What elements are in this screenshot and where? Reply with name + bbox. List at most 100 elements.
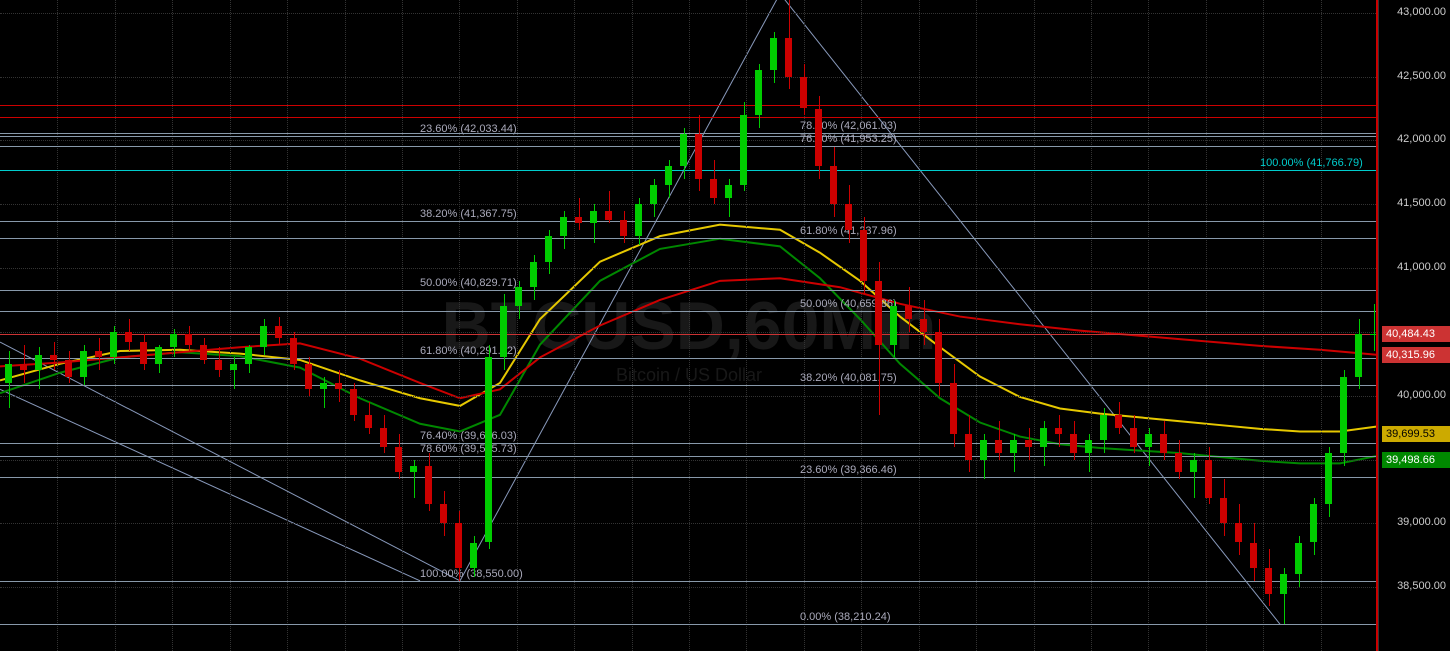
candle-body <box>290 338 297 364</box>
fib-label: 100.00% (38,550.00) <box>420 568 523 580</box>
candle-wick <box>1374 304 1375 351</box>
candle-body <box>695 134 702 179</box>
candle-wick <box>234 357 235 389</box>
candle-body <box>80 351 87 377</box>
fib-label-cyan: 100.00% (41,766.79) <box>1260 157 1363 169</box>
price-tag: 39,699.53 <box>1382 426 1450 442</box>
candle-body <box>215 360 222 370</box>
candle-body <box>155 347 162 364</box>
fib-label: 78.60% (39,525.73) <box>420 443 517 455</box>
candle-body <box>95 351 102 357</box>
fib-label: 76.40% (39,626.03) <box>420 430 517 442</box>
candle-body <box>680 134 687 166</box>
candle-body <box>410 466 417 472</box>
candle-body <box>545 236 552 262</box>
candle-body <box>605 211 612 220</box>
candle-body <box>1025 440 1032 446</box>
fib-line <box>0 221 1378 222</box>
fib-line <box>0 624 1378 625</box>
candle-body <box>1250 543 1257 569</box>
candle-body <box>995 440 1002 453</box>
y-tick-label: 38,500.00 <box>1397 580 1446 592</box>
candle-wick <box>579 198 580 230</box>
price-tag: 40,484.43 <box>1382 326 1450 342</box>
candle-body <box>1010 440 1017 453</box>
candle-body <box>305 364 312 390</box>
candle-body <box>320 383 327 389</box>
candle-body <box>755 70 762 115</box>
candle-body <box>785 38 792 76</box>
horizontal-line <box>0 105 1378 106</box>
candle-body <box>185 334 192 344</box>
candle-body <box>1310 504 1317 542</box>
candle-body <box>965 434 972 460</box>
candle-body <box>275 326 282 339</box>
candle-body <box>1145 434 1152 447</box>
candle-body <box>245 347 252 364</box>
y-tick-label: 41,000.00 <box>1397 261 1446 273</box>
candle-body <box>710 179 717 198</box>
candle-body <box>1100 415 1107 441</box>
candle-body <box>1085 440 1092 453</box>
candle-body <box>815 109 822 166</box>
candle-body <box>590 211 597 224</box>
fib-line <box>0 581 1378 582</box>
horizontal-line <box>0 117 1378 118</box>
y-tick-label: 41,500.00 <box>1397 197 1446 209</box>
candle-body <box>110 332 117 358</box>
trend-line <box>0 389 420 580</box>
candle-body <box>950 383 957 434</box>
candle-body <box>1280 574 1287 593</box>
horizontal-line <box>0 334 1378 335</box>
fib-line <box>0 133 1378 134</box>
candle-body <box>1130 428 1137 447</box>
candle-body <box>365 415 372 428</box>
candle-body <box>515 287 522 306</box>
candle-body <box>200 345 207 360</box>
candle-body <box>425 466 432 504</box>
candle-body <box>335 383 342 389</box>
candle-body <box>125 332 132 342</box>
candle-body <box>725 185 732 198</box>
fib-label: 50.00% (40,659.86) <box>800 298 897 310</box>
candle-body <box>20 364 27 370</box>
candle-body <box>260 326 267 348</box>
candle-body <box>440 504 447 523</box>
candle-body <box>140 342 147 364</box>
fib-line <box>0 443 1378 444</box>
fib-line <box>0 456 1378 457</box>
candle-body <box>830 166 837 204</box>
price-tag: 40,315.96 <box>1382 347 1450 363</box>
candle-body <box>65 360 72 377</box>
fib-line <box>0 477 1378 478</box>
candle-body <box>905 306 912 319</box>
candle-body <box>5 364 12 383</box>
chart-area[interactable]: BTCUSD,60Min Bitcoin / US Dollar 23.60% … <box>0 0 1378 651</box>
candle-body <box>1070 434 1077 453</box>
candle-body <box>530 262 537 288</box>
candle-body <box>470 543 477 569</box>
candle-body <box>1265 568 1272 594</box>
fib-label: 23.60% (39,366.46) <box>800 464 897 476</box>
fib-line <box>0 311 1378 312</box>
y-tick-label: 40,000.00 <box>1397 389 1446 401</box>
candle-body <box>1220 498 1227 524</box>
candle-body <box>1325 453 1332 504</box>
candle-body <box>1040 428 1047 447</box>
candle-body <box>575 217 582 223</box>
candle-body <box>455 523 462 568</box>
fib-line <box>0 136 1378 137</box>
candle-body <box>875 281 882 345</box>
candle-body <box>560 217 567 236</box>
candle-body <box>500 306 507 357</box>
candle-body <box>1340 377 1347 454</box>
fib-line <box>0 146 1378 147</box>
candle-body <box>665 166 672 185</box>
candle-body <box>1205 460 1212 498</box>
y-tick-label: 43,000.00 <box>1397 6 1446 18</box>
candle-body <box>50 355 57 360</box>
candle-body <box>770 38 777 70</box>
y-tick-label: 42,500.00 <box>1397 70 1446 82</box>
candle-body <box>1235 523 1242 542</box>
candle-body <box>350 389 357 415</box>
